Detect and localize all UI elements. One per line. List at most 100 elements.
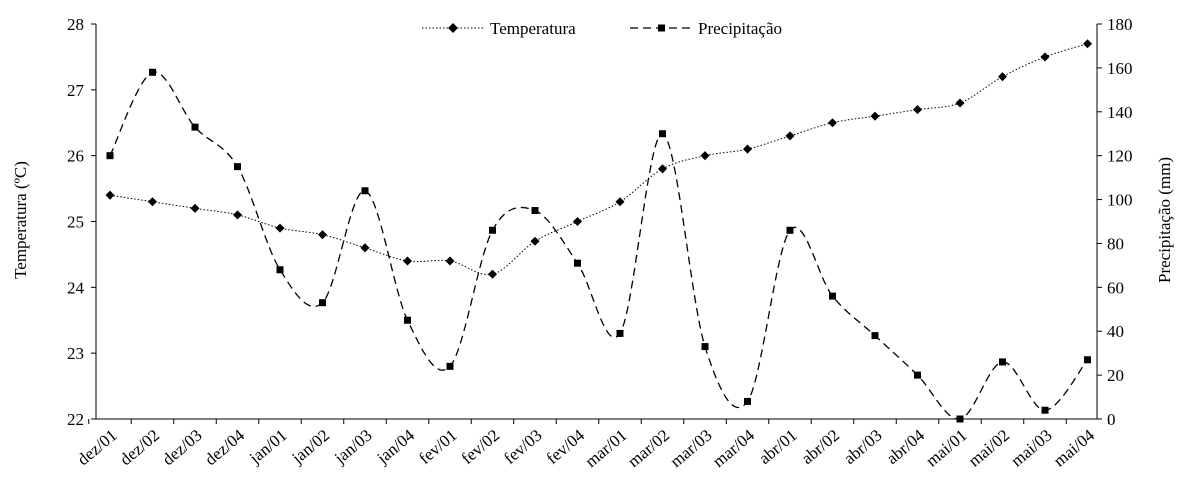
x-tick-label: mai/01 [922,426,970,471]
point-temperatura [742,144,753,154]
y-axis-title-right: Precipitação (mm) [1155,157,1174,283]
y-tick-label-right: 40 [1107,322,1124,341]
point-temperatura [997,72,1008,82]
y-tick-label-right: 160 [1107,59,1133,78]
series-line-temperatura [109,43,1088,276]
legend-precipitacao-label: Precipitação [698,19,782,38]
x-tick-label: dez/01 [74,426,121,470]
point-precipitacao [319,299,326,307]
point-precipitacao [361,187,369,195]
point-temperatura [105,190,115,200]
x-tick-label: mai/03 [1007,426,1055,471]
point-temperatura [530,236,540,246]
x-tick-label: abr/01 [755,426,800,468]
x-tick-label: mar/01 [581,426,630,472]
point-temperatura [955,98,965,108]
legend: Temperatura Precipitação [422,19,782,38]
point-temperatura [445,256,455,266]
point-temperatura [190,203,200,213]
legend-precipitacao-marker [658,24,665,32]
point-precipitacao [1041,406,1049,414]
point-precipitacao [404,316,411,324]
point-temperatura [147,197,158,207]
point-precipitacao [871,332,879,340]
point-precipitacao [1084,356,1091,364]
axes [95,24,1098,420]
y-tick-label-right: 180 [1107,15,1133,34]
x-tick-label: fev/02 [458,426,503,468]
point-temperatura [912,105,923,115]
x-tick-label: mai/04 [1050,425,1099,470]
y-tick-label-left: 25 [67,213,84,232]
point-precipitacao [999,358,1006,366]
x-tick-label: fev/01 [415,426,460,468]
x-tick-label: dez/03 [159,426,206,470]
point-precipitacao [106,152,114,160]
y-tick-label-left: 24 [67,278,85,297]
point-precipitacao [659,130,666,138]
point-temperatura [700,151,710,161]
y-tick-label-right: 140 [1107,103,1133,122]
point-temperatura [232,210,243,220]
y-tick-label-left: 26 [67,147,84,166]
y-tick-label-right: 60 [1107,278,1124,297]
point-precipitacao [489,226,496,234]
x-tick-label: abr/04 [883,425,929,468]
x-tick-label: jan/01 [245,426,291,469]
y-tick-label-left: 28 [67,15,84,34]
point-temperatura [275,223,285,233]
point-temperatura [657,164,668,174]
point-precipitacao [701,343,709,351]
point-temperatura [402,256,413,266]
point-precipitacao [829,292,836,300]
point-temperatura [360,243,370,253]
point-temperatura [572,216,583,227]
point-precipitacao [956,415,964,423]
point-precipitacao [191,123,199,131]
point-precipitacao [786,226,794,234]
point-temperatura [870,111,880,121]
y-tick-label-left: 27 [67,81,85,100]
x-tick-label: abr/03 [840,426,885,468]
x-tick-label: dez/04 [201,425,248,469]
point-temperatura [1082,39,1093,49]
point-precipitacao [616,329,624,337]
point-precipitacao [149,68,156,76]
x-tick-label: jan/03 [330,426,376,469]
y-axis-title-left: Temperatura (ºC) [11,161,30,279]
y-tick-label-right: 120 [1107,147,1133,166]
x-tick-label: abr/02 [798,426,843,468]
legend-temperatura-label: Temperatura [490,19,576,38]
point-precipitacao [574,259,581,267]
x-tick-label: mar/03 [666,426,715,472]
point-temperatura [785,131,795,141]
y-tick-label-left: 22 [67,410,84,429]
x-tick-label: fev/03 [500,426,545,468]
series-layer [105,39,1093,423]
x-tick-label: mar/02 [624,426,673,472]
y-tick-label-left: 23 [67,344,84,363]
series-line-precipitacao [109,71,1089,420]
point-temperatura [615,197,625,207]
x-tick-label: jan/04 [373,425,419,468]
point-precipitacao [744,397,751,405]
point-precipitacao [446,362,454,370]
x-tick-label: dez/02 [116,426,163,470]
point-temperatura [827,118,838,128]
y-tick-label-right: 0 [1107,410,1116,429]
x-tick-label: jan/02 [288,426,334,469]
point-temperatura [487,269,498,279]
x-tick-label: fev/04 [543,425,589,468]
y-tick-label-right: 100 [1107,191,1133,210]
x-tick-label: mar/04 [709,425,758,471]
y-tick-label-right: 80 [1107,234,1124,253]
point-precipitacao [234,163,241,171]
point-precipitacao [914,371,921,379]
x-tick-label: mai/02 [965,426,1013,471]
point-precipitacao [531,207,539,215]
legend-temperatura-marker [448,23,458,33]
point-temperatura [1040,52,1050,62]
y-tick-label-right: 20 [1107,366,1124,385]
point-precipitacao [276,266,284,274]
